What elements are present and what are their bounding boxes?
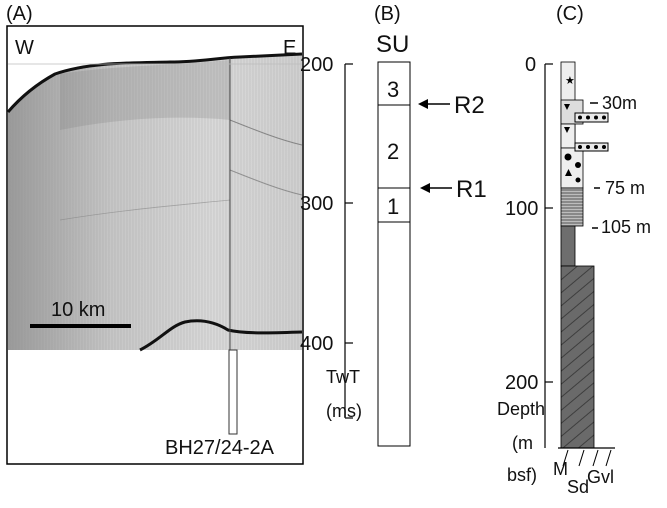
- twt-tick-label-400: 400: [300, 333, 334, 355]
- twt-axis-title: TwT: [326, 367, 360, 387]
- log-unit-lower-light: [560, 147, 584, 189]
- r2-arrow-head: [418, 99, 428, 109]
- depth-axis-unit-line1: (m: [512, 433, 533, 453]
- twt-axis-unit: (ms): [326, 401, 362, 421]
- depth-axis-unit-line2: bsf): [507, 465, 538, 485]
- grain-tick-end: [605, 449, 612, 467]
- twt-tick-label-300: 300: [300, 193, 334, 215]
- depth-tick-label-200: 200: [505, 372, 539, 394]
- panel-b-label: (B): [374, 3, 401, 25]
- depth-label-75m: 75 m: [605, 178, 646, 198]
- west-label: W: [15, 37, 34, 59]
- seismic-profile: [6, 52, 303, 352]
- su-column: [377, 61, 411, 447]
- su-header: SU: [376, 31, 410, 58]
- log-unit-laminated: [560, 187, 584, 227]
- reflector-r1-label: R1: [456, 176, 487, 203]
- star-symbol: ★: [565, 75, 575, 87]
- depth-tick-label-100: 100: [505, 198, 539, 220]
- log-unit-sand: [560, 265, 595, 449]
- depth-label-30m: 30m: [602, 93, 638, 113]
- triangle-symbol-3: [565, 169, 572, 176]
- twt-tick-label-200: 200: [300, 54, 334, 76]
- pebble-symbol-2: [575, 162, 581, 168]
- borehole-marker: [228, 349, 238, 435]
- grain-tick-gvl: [592, 449, 599, 467]
- grain-label-sand: Sd: [567, 477, 590, 497]
- su-unit-3: 3: [387, 77, 400, 102]
- triangle-symbol-1: [564, 104, 570, 110]
- grain-tick-m: [562, 449, 569, 467]
- depth-tick-label-0: 0: [525, 54, 537, 76]
- grain-tick-sd: [578, 449, 585, 467]
- east-label: E: [283, 37, 297, 59]
- depth-axis-title: Depth: [497, 399, 546, 419]
- panel-a-label: (A): [6, 3, 33, 25]
- log-unit-mud: [560, 225, 576, 267]
- reflector-r2-label: R2: [454, 92, 485, 119]
- gravel-band-1: [574, 112, 609, 123]
- su-unit-2: 2: [387, 139, 400, 164]
- grain-label-gravel: Gvl: [587, 467, 614, 487]
- scale-bar-label: 10 km: [51, 299, 106, 321]
- panel-c-label: (C): [556, 3, 584, 25]
- pebble-symbol-1: [564, 153, 572, 161]
- borehole-label: BH27/24-2A: [165, 437, 274, 459]
- panel-c-log: ★: [544, 61, 615, 467]
- su-unit-1: 1: [387, 194, 400, 219]
- gravel-band-2: [574, 142, 609, 152]
- gravel-dots: [578, 115, 606, 149]
- grain-label-mud: M: [553, 459, 568, 479]
- pebble-symbol-3: [575, 177, 581, 183]
- depth-label-105m: 105 m: [601, 217, 652, 237]
- r1-arrow-head: [420, 183, 430, 193]
- panel-b-column: [344, 61, 452, 447]
- triangle-symbol-2: [564, 127, 570, 133]
